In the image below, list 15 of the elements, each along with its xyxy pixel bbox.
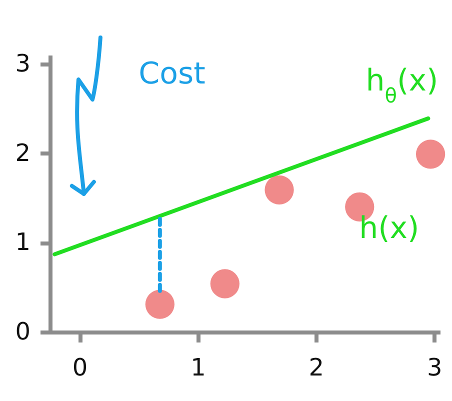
x-tick-label: 0: [72, 354, 88, 382]
point: [264, 175, 294, 204]
annotation: Cost: [138, 56, 206, 92]
point: [416, 140, 446, 169]
point: [210, 269, 240, 298]
point: [145, 290, 174, 319]
y-tick-label: 2: [15, 138, 30, 167]
y-tick-label: 0: [15, 318, 30, 346]
y-tick-label: 1: [15, 228, 30, 256]
annotation: h(x): [359, 211, 420, 246]
x-tick-label: 1: [190, 354, 206, 382]
series-label: h$_{θ}$(x): [366, 63, 438, 108]
x-tick-label: 3: [426, 354, 442, 382]
y-tick-label: 3: [15, 49, 30, 78]
x-tick-label: 2: [308, 354, 324, 382]
